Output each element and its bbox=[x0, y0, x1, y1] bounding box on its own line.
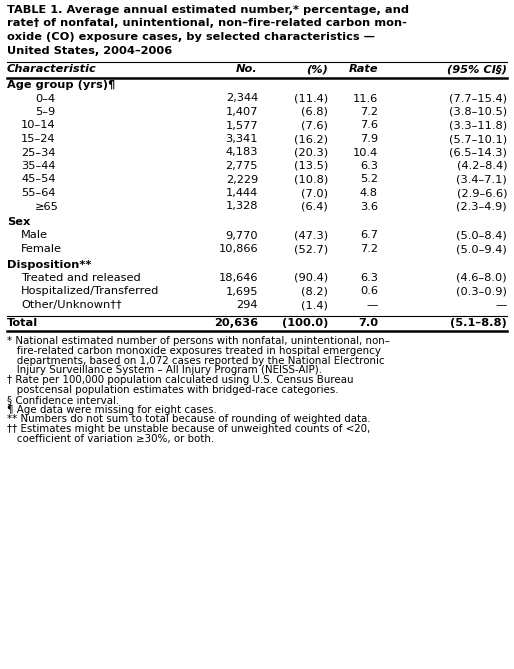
Text: ** Numbers do not sum to total because of rounding of weighted data.: ** Numbers do not sum to total because o… bbox=[7, 414, 371, 424]
Text: United States, 2004–2006: United States, 2004–2006 bbox=[7, 45, 172, 56]
Text: Total: Total bbox=[7, 318, 38, 328]
Text: 35–44: 35–44 bbox=[21, 161, 56, 171]
Text: 11.6: 11.6 bbox=[353, 94, 378, 104]
Text: 1,695: 1,695 bbox=[226, 286, 258, 296]
Text: (4.2–8.4): (4.2–8.4) bbox=[456, 161, 507, 171]
Text: (3.3–11.8): (3.3–11.8) bbox=[449, 120, 507, 130]
Text: (6.5–14.3): (6.5–14.3) bbox=[449, 147, 507, 157]
Text: 7.2: 7.2 bbox=[360, 107, 378, 117]
Text: (47.3): (47.3) bbox=[294, 231, 328, 240]
Text: (13.5): (13.5) bbox=[293, 161, 328, 171]
Text: (7.7–15.4): (7.7–15.4) bbox=[449, 94, 507, 104]
Text: (4.6–8.0): (4.6–8.0) bbox=[456, 273, 507, 283]
Text: †† Estimates might be unstable because of unweighted counts of <20,: †† Estimates might be unstable because o… bbox=[7, 424, 370, 434]
Text: (8.2): (8.2) bbox=[301, 286, 328, 296]
Text: 1,444: 1,444 bbox=[226, 188, 258, 198]
Text: Sex: Sex bbox=[7, 217, 30, 227]
Text: 10,866: 10,866 bbox=[218, 244, 258, 254]
Text: 2,775: 2,775 bbox=[226, 161, 258, 171]
Text: (3.8–10.5): (3.8–10.5) bbox=[449, 107, 507, 117]
Text: (52.7): (52.7) bbox=[294, 244, 328, 254]
Text: (%): (%) bbox=[306, 64, 328, 74]
Text: 7.9: 7.9 bbox=[360, 134, 378, 144]
Text: 3.6: 3.6 bbox=[360, 201, 378, 211]
Text: (5.7–10.1): (5.7–10.1) bbox=[449, 134, 507, 144]
Text: (5.0–9.4): (5.0–9.4) bbox=[456, 244, 507, 254]
Text: † Rate per 100,000 population calculated using U.S. Census Bureau: † Rate per 100,000 population calculated… bbox=[7, 375, 354, 385]
Text: 6.3: 6.3 bbox=[360, 161, 378, 171]
Text: Injury Surveillance System – All Injury Program (NEISS-AIP).: Injury Surveillance System – All Injury … bbox=[7, 365, 322, 375]
Text: 0.6: 0.6 bbox=[360, 286, 378, 296]
Text: (6.4): (6.4) bbox=[301, 201, 328, 211]
Text: 10.4: 10.4 bbox=[353, 147, 378, 157]
Text: Characteristic: Characteristic bbox=[7, 64, 97, 74]
Text: Treated and released: Treated and released bbox=[21, 273, 141, 283]
Text: postcensal population estimates with bridged-race categories.: postcensal population estimates with bri… bbox=[7, 385, 339, 395]
Text: 5–9: 5–9 bbox=[35, 107, 55, 117]
Text: 3,341: 3,341 bbox=[226, 134, 258, 144]
Text: 55–64: 55–64 bbox=[21, 188, 56, 198]
Text: 1,328: 1,328 bbox=[226, 201, 258, 211]
Text: (11.4): (11.4) bbox=[294, 94, 328, 104]
Text: No.: No. bbox=[236, 64, 258, 74]
Text: (7.0): (7.0) bbox=[301, 188, 328, 198]
Text: 20,636: 20,636 bbox=[214, 318, 258, 328]
Text: oxide (CO) exposure cases, by selected characteristics —: oxide (CO) exposure cases, by selected c… bbox=[7, 32, 375, 42]
Text: 45–54: 45–54 bbox=[21, 175, 56, 185]
Text: 15–24: 15–24 bbox=[21, 134, 56, 144]
Text: Disposition**: Disposition** bbox=[7, 260, 91, 270]
Text: 7.0: 7.0 bbox=[358, 318, 378, 328]
Text: 0–4: 0–4 bbox=[35, 94, 55, 104]
Text: (5.1–8.8): (5.1–8.8) bbox=[450, 318, 507, 328]
Text: (2.3–4.9): (2.3–4.9) bbox=[456, 201, 507, 211]
Text: Rate: Rate bbox=[348, 64, 378, 74]
Text: departments, based on 1,072 cases reported by the National Electronic: departments, based on 1,072 cases report… bbox=[7, 356, 384, 365]
Text: (10.8): (10.8) bbox=[293, 175, 328, 185]
Text: 2,229: 2,229 bbox=[226, 175, 258, 185]
Text: (100.0): (100.0) bbox=[282, 318, 328, 328]
Text: Age group (yrs)¶: Age group (yrs)¶ bbox=[7, 80, 115, 90]
Text: Other/Unknown††: Other/Unknown†† bbox=[21, 300, 122, 310]
Text: TABLE 1. Average annual estimated number,* percentage, and: TABLE 1. Average annual estimated number… bbox=[7, 5, 409, 15]
Text: Hospitalized/Transferred: Hospitalized/Transferred bbox=[21, 286, 159, 296]
Text: (95% CI§): (95% CI§) bbox=[447, 64, 507, 74]
Text: —: — bbox=[366, 300, 378, 310]
Text: (2.9–6.6): (2.9–6.6) bbox=[456, 188, 507, 198]
Text: 4.8: 4.8 bbox=[360, 188, 378, 198]
Text: rate† of nonfatal, unintentional, non–fire-related carbon mon-: rate† of nonfatal, unintentional, non–fi… bbox=[7, 19, 407, 29]
Text: (16.2): (16.2) bbox=[294, 134, 328, 144]
Text: 9,770: 9,770 bbox=[225, 231, 258, 240]
Text: 6.3: 6.3 bbox=[360, 273, 378, 283]
Text: 294: 294 bbox=[236, 300, 258, 310]
Text: (6.8): (6.8) bbox=[301, 107, 328, 117]
Text: ¶ Age data were missing for eight cases.: ¶ Age data were missing for eight cases. bbox=[7, 405, 217, 415]
Text: (5.0–8.4): (5.0–8.4) bbox=[456, 231, 507, 240]
Text: (20.3): (20.3) bbox=[294, 147, 328, 157]
Text: (7.6): (7.6) bbox=[301, 120, 328, 130]
Text: 5.2: 5.2 bbox=[360, 175, 378, 185]
Text: 25–34: 25–34 bbox=[21, 147, 56, 157]
Text: (3.4–7.1): (3.4–7.1) bbox=[456, 175, 507, 185]
Text: * National estimated number of persons with nonfatal, unintentional, non–: * National estimated number of persons w… bbox=[7, 336, 390, 346]
Text: fire-related carbon monoxide exposures treated in hospital emergency: fire-related carbon monoxide exposures t… bbox=[7, 346, 381, 356]
Text: ≥65: ≥65 bbox=[35, 201, 59, 211]
Text: (0.3–0.9): (0.3–0.9) bbox=[456, 286, 507, 296]
Text: 7.2: 7.2 bbox=[360, 244, 378, 254]
Text: (90.4): (90.4) bbox=[294, 273, 328, 283]
Text: § Confidence interval.: § Confidence interval. bbox=[7, 395, 119, 405]
Text: 4,183: 4,183 bbox=[226, 147, 258, 157]
Text: 1,577: 1,577 bbox=[225, 120, 258, 130]
Text: coefficient of variation ≥30%, or both.: coefficient of variation ≥30%, or both. bbox=[7, 434, 214, 444]
Text: Female: Female bbox=[21, 244, 62, 254]
Text: 7.6: 7.6 bbox=[360, 120, 378, 130]
Text: —: — bbox=[495, 300, 507, 310]
Text: 1,407: 1,407 bbox=[226, 107, 258, 117]
Text: 18,646: 18,646 bbox=[218, 273, 258, 283]
Text: (1.4): (1.4) bbox=[301, 300, 328, 310]
Text: Male: Male bbox=[21, 231, 48, 240]
Text: 10–14: 10–14 bbox=[21, 120, 56, 130]
Text: 6.7: 6.7 bbox=[360, 231, 378, 240]
Text: 2,344: 2,344 bbox=[226, 94, 258, 104]
